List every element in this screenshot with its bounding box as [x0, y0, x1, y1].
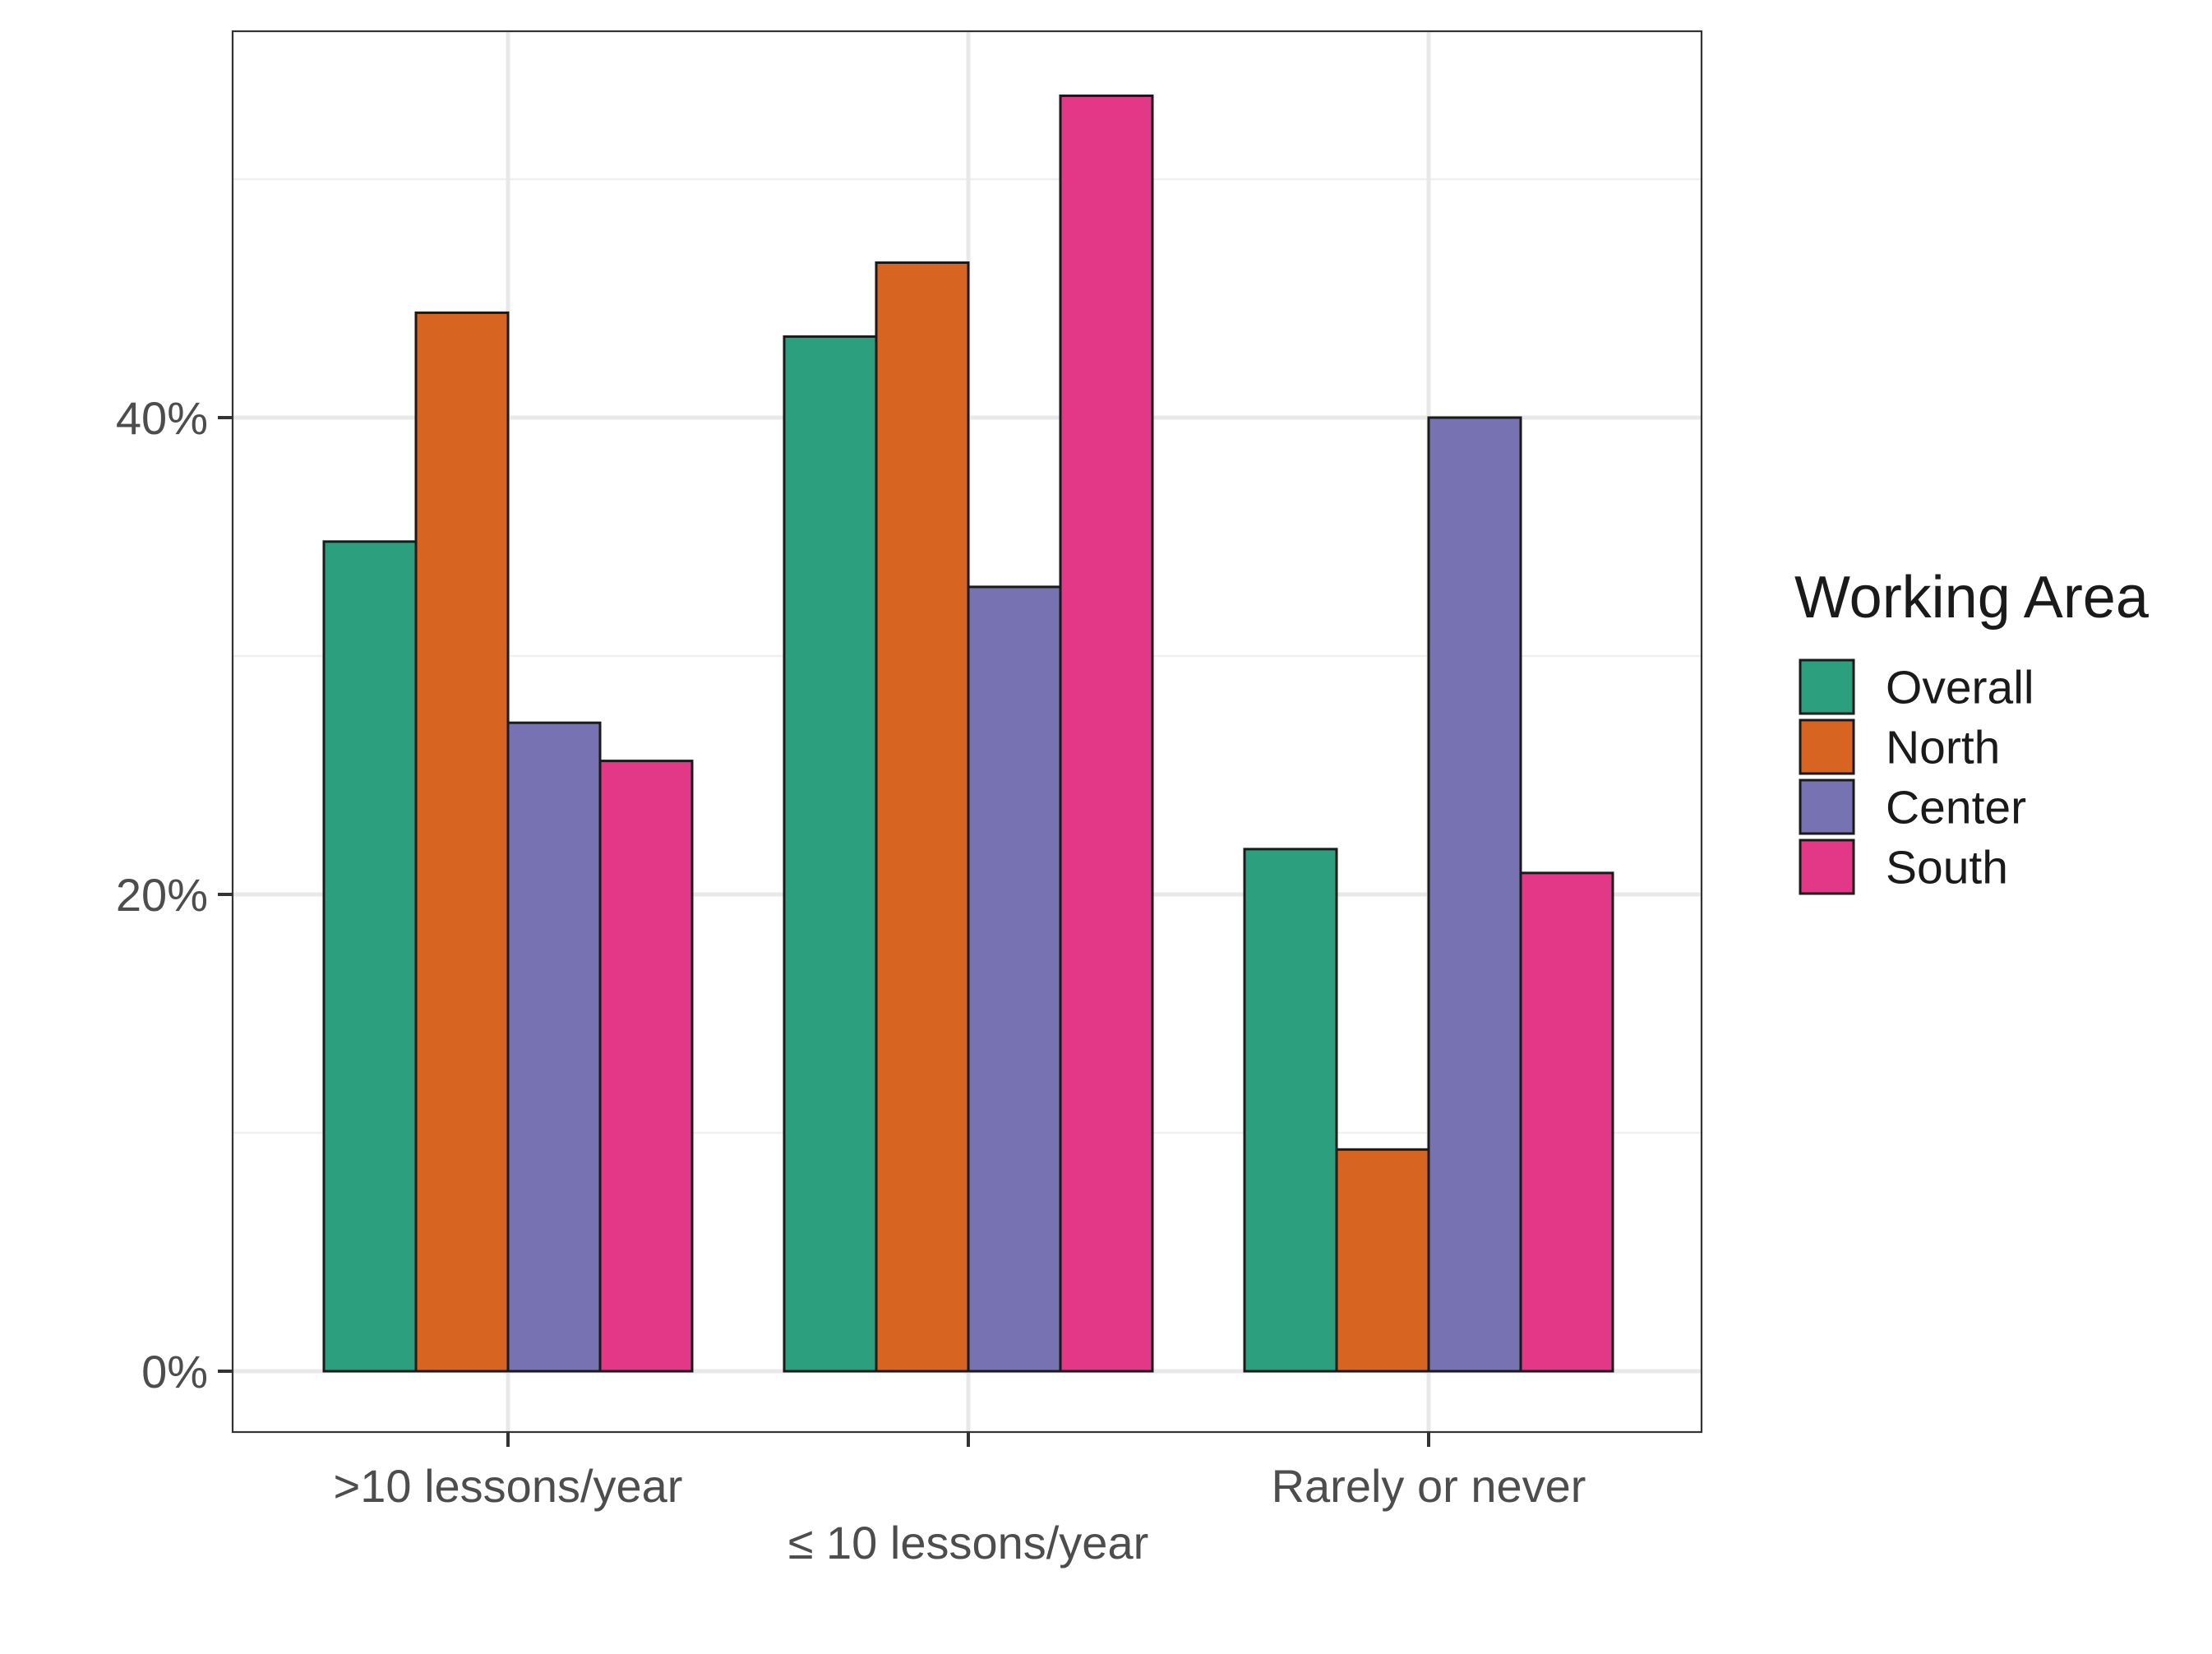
bar-center-2	[1427, 416, 1522, 1373]
legend-label-center: Center	[1886, 782, 2026, 834]
legend-key-north	[1799, 718, 1855, 775]
x-tick-label: ≤ 10 lessons/year	[788, 1517, 1149, 1569]
legend-label-south: South	[1886, 842, 2008, 894]
bar-center-0	[506, 721, 602, 1373]
x-tick-label: >10 lessons/year	[334, 1460, 683, 1512]
bar-south-1	[1059, 95, 1154, 1373]
bar-center-1	[967, 585, 1062, 1373]
y-tick-label: 20%	[116, 869, 208, 921]
bar-overall-0	[322, 540, 418, 1373]
y-tick-label: 0%	[141, 1346, 208, 1398]
bar-south-0	[598, 760, 694, 1373]
legend-key-center	[1799, 778, 1855, 835]
bar-overall-2	[1243, 848, 1338, 1373]
axes: 0% 20% 40% >10 lessons/year ≤ 10 lessons/yea…	[116, 392, 1586, 1569]
legend-title: Working Area	[1794, 565, 2150, 631]
legend-key-overall	[1799, 658, 1855, 715]
bar-north-1	[875, 261, 970, 1373]
y-tick-label: 40%	[116, 392, 208, 444]
bar-north-2	[1335, 1148, 1430, 1373]
legend-label-north: North	[1886, 722, 2000, 774]
bar-overall-1	[783, 335, 878, 1373]
legend: Working Area Overall North Center South	[1794, 565, 2150, 895]
x-tick-label: Rarely or never	[1272, 1460, 1586, 1512]
legend-label-overall: Overall	[1886, 662, 2034, 714]
bar-south-2	[1519, 871, 1614, 1373]
bar-north-0	[414, 311, 510, 1373]
legend-key-south	[1799, 839, 1855, 895]
bars	[322, 95, 1614, 1373]
